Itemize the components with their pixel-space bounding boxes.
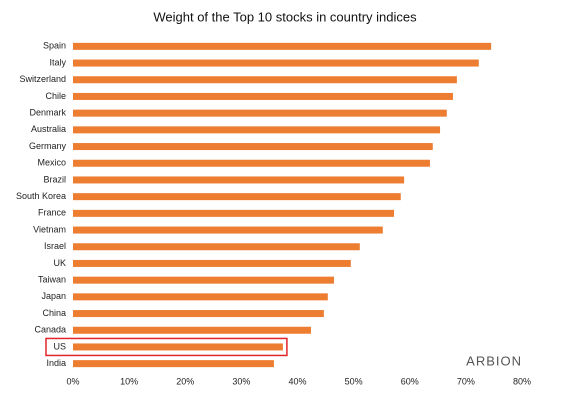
y-tick-label: Taiwan [38, 275, 66, 285]
y-tick-label: Japan [41, 291, 66, 301]
x-tick-label: 10% [120, 376, 138, 386]
bar [73, 92, 453, 100]
y-tick-label: Italy [49, 57, 66, 67]
highlight-box [45, 337, 288, 357]
bar [73, 193, 401, 201]
y-tick-label: France [38, 208, 66, 218]
y-tick-label: Switzerland [19, 74, 66, 84]
bar [73, 360, 274, 368]
y-tick-label: US [53, 341, 66, 351]
x-tick-label: 70% [457, 376, 475, 386]
y-tick-label: Mexico [37, 158, 66, 168]
bar [73, 276, 334, 284]
bar [73, 293, 328, 301]
bar [73, 243, 360, 251]
watermark: ARBION [466, 353, 522, 368]
x-tick-label: 40% [288, 376, 306, 386]
bar [73, 159, 430, 167]
y-tick-label: South Korea [16, 191, 66, 201]
bar [73, 209, 395, 217]
bar [73, 42, 492, 50]
bar [73, 176, 405, 184]
bar [73, 226, 383, 234]
bar [73, 326, 311, 334]
y-tick-label: Spain [43, 41, 66, 51]
y-tick-label: Israel [44, 241, 66, 251]
x-tick-label: 0% [66, 376, 79, 386]
x-tick-label: 30% [232, 376, 250, 386]
y-tick-label: UK [53, 258, 66, 268]
x-tick-label: 20% [176, 376, 194, 386]
y-tick-label: China [42, 308, 66, 318]
bar [73, 343, 283, 351]
bar [73, 76, 457, 84]
y-tick-label: Vietnam [33, 224, 66, 234]
x-tick-label: 50% [345, 376, 363, 386]
x-tick-label: 60% [401, 376, 419, 386]
bar [73, 126, 441, 134]
x-tick-label: 80% [513, 376, 531, 386]
y-tick-label: Denmark [29, 108, 66, 118]
bar [73, 310, 324, 318]
bar [73, 259, 351, 267]
y-tick-label: Chile [45, 91, 66, 101]
y-tick-label: Australia [31, 124, 66, 134]
y-tick-label: Canada [34, 325, 66, 335]
bar [73, 143, 433, 151]
y-tick-label: Germany [29, 141, 67, 151]
chart-title: Weight of the Top 10 stocks in country i… [153, 9, 417, 24]
bar [73, 59, 479, 67]
bar [73, 109, 447, 117]
y-tick-label: India [46, 358, 66, 368]
y-tick-label: Brazil [43, 174, 66, 184]
